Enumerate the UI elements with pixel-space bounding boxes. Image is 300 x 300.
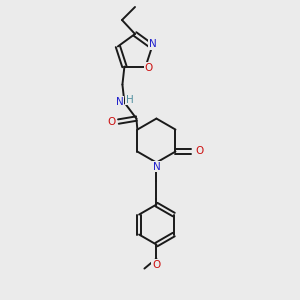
Text: O: O bbox=[195, 146, 204, 156]
Text: O: O bbox=[152, 260, 160, 270]
Text: N: N bbox=[116, 97, 123, 106]
Text: O: O bbox=[145, 63, 153, 73]
Text: H: H bbox=[125, 94, 133, 105]
Text: N: N bbox=[152, 162, 160, 172]
Text: O: O bbox=[107, 117, 116, 127]
Text: N: N bbox=[149, 39, 157, 50]
